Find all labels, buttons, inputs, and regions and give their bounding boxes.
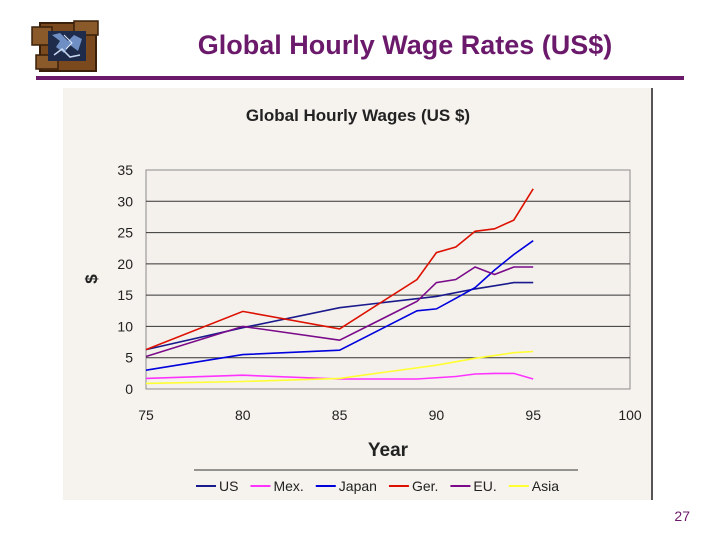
series-line-us — [145, 281, 534, 351]
y-tick-label: 0 — [125, 381, 133, 397]
legend: US Mex. Japan Ger. EU. Asia — [196, 478, 559, 494]
x-tick-label: 85 — [332, 407, 348, 423]
plot-area — [145, 169, 631, 390]
x-tick-label: 100 — [618, 407, 642, 423]
series-line-asia — [145, 350, 534, 385]
y-tick-label: 20 — [117, 256, 133, 272]
series-line-mex — [145, 372, 534, 380]
logo-icon — [30, 15, 102, 75]
x-tick-label: 80 — [235, 407, 251, 423]
y-tick-label: 10 — [117, 318, 133, 334]
slide-title: Global Hourly Wage Rates (US$) — [197, 30, 613, 60]
y-tick-label: 35 — [117, 162, 133, 178]
legend-label-eu: EU. — [473, 478, 496, 494]
legend-label-mex: Mex. — [273, 478, 303, 494]
x-tick-label: 95 — [525, 407, 541, 423]
x-axis-label: Year — [368, 440, 409, 461]
legend-label-japan: Japan — [339, 478, 377, 494]
chart-title: Global Hourly Wages (US $) — [246, 106, 470, 125]
y-tick-label: 15 — [117, 287, 133, 303]
x-tick-label: 90 — [429, 407, 445, 423]
title-divider — [36, 76, 684, 80]
x-tick-label: 75 — [138, 407, 154, 423]
y-tick-label: 5 — [125, 350, 133, 366]
y-tick-label: 25 — [117, 225, 133, 241]
page-number: 27 — [674, 508, 690, 524]
series-line-ger — [145, 188, 534, 351]
legend-label-asia: Asia — [532, 478, 559, 494]
legend-label-ger: Ger. — [412, 478, 438, 494]
series-line-japan — [145, 240, 534, 371]
y-axis-label: $ — [82, 274, 101, 284]
legend-label-us: US — [219, 478, 238, 494]
series-line-eu — [145, 266, 534, 358]
chart-border — [651, 88, 653, 500]
y-tick-label: 30 — [117, 193, 133, 209]
